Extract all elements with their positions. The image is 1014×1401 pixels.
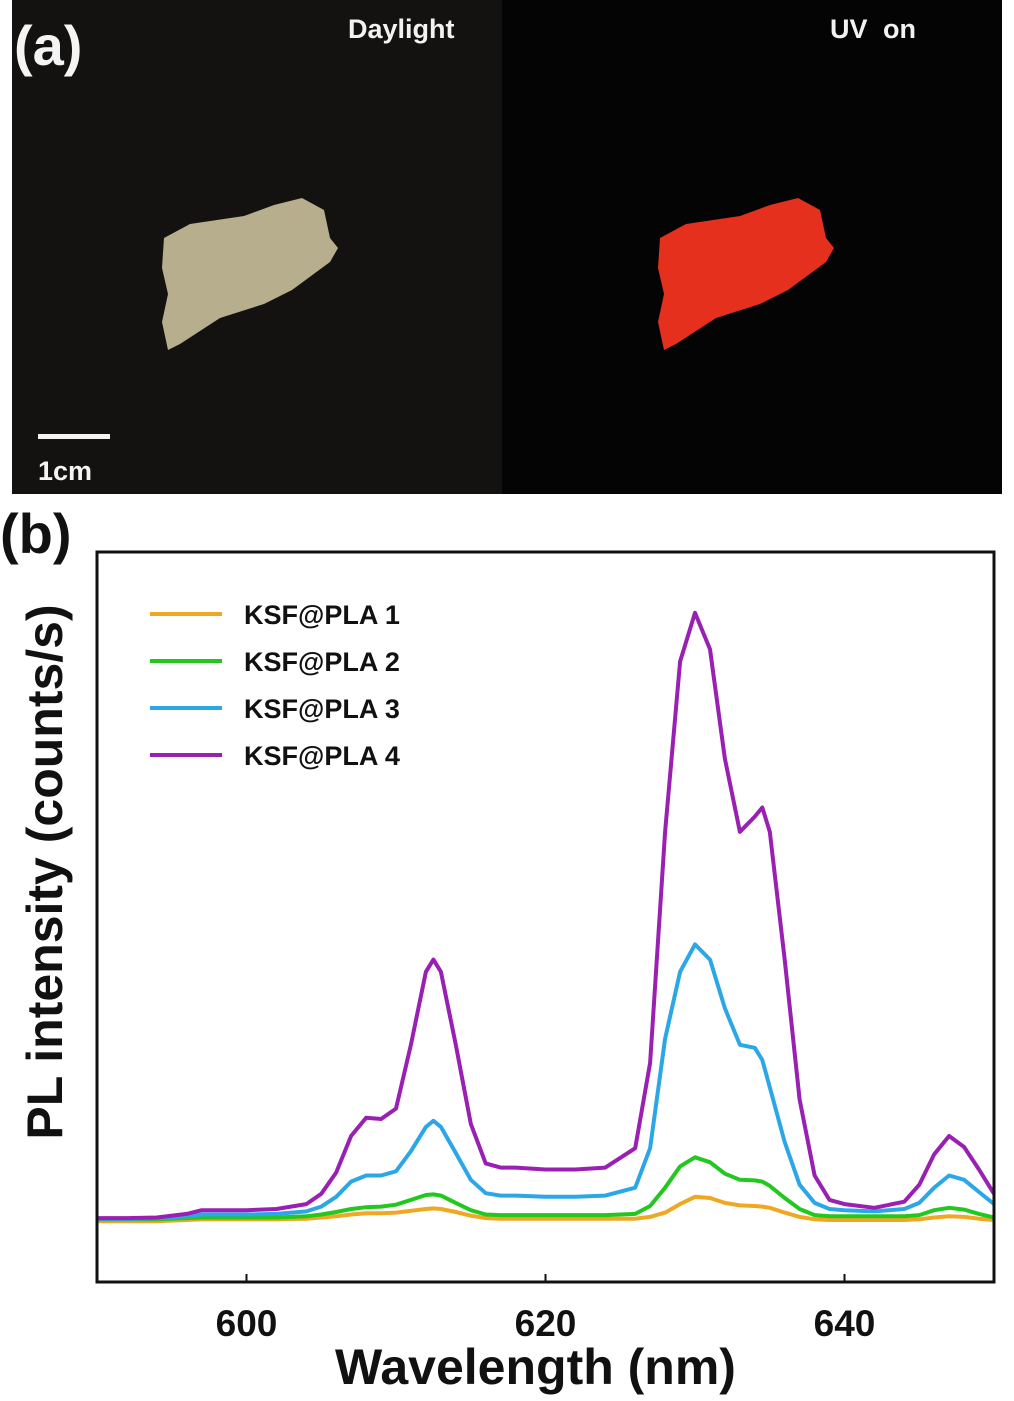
panel-a-tag: (a) xyxy=(14,14,83,77)
x-axis-title: Wavelength (nm) xyxy=(335,1339,736,1395)
series-line-3 xyxy=(97,942,996,1221)
legend: KSF@PLA 1 KSF@PLA 2 KSF@PLA 3 KSF@PLA 4 xyxy=(150,600,400,771)
x-tick-label: 640 xyxy=(814,1303,876,1344)
x-tick-label: 620 xyxy=(515,1303,577,1344)
plot-frame xyxy=(95,550,996,1284)
plot-area xyxy=(97,610,996,1224)
uv-photo: UV on xyxy=(502,0,1002,494)
legend-label-3: KSF@PLA 3 xyxy=(244,694,400,724)
daylight-label: Daylight xyxy=(348,14,455,44)
scale-bar-label: 1cm xyxy=(38,456,93,486)
sample-daylight-image xyxy=(162,198,338,350)
daylight-photo: Daylight xyxy=(12,0,502,494)
series-line-1 xyxy=(97,1194,995,1224)
sample-uv-image xyxy=(658,198,834,350)
x-tick-label: 600 xyxy=(216,1303,278,1344)
photo-panel: Daylight UV on 1cm (a) xyxy=(12,0,1002,494)
pl-spectrum-chart: 600 620 640 Wavelength (nm) PL intensity (… xyxy=(17,550,996,1395)
scale-bar xyxy=(38,434,110,439)
panel-b-tag: (b) xyxy=(0,502,72,565)
y-axis-title: PL intensity (counts/s) xyxy=(17,604,73,1139)
x-axis: 600 620 640 xyxy=(216,1274,876,1344)
legend-label-4: KSF@PLA 4 xyxy=(244,741,400,771)
series-line-4 xyxy=(97,610,996,1221)
uv-label: UV on xyxy=(830,14,916,44)
legend-label-2: KSF@PLA 2 xyxy=(244,647,400,677)
legend-label-1: KSF@PLA 1 xyxy=(244,600,400,630)
series-line-2 xyxy=(97,1155,995,1222)
